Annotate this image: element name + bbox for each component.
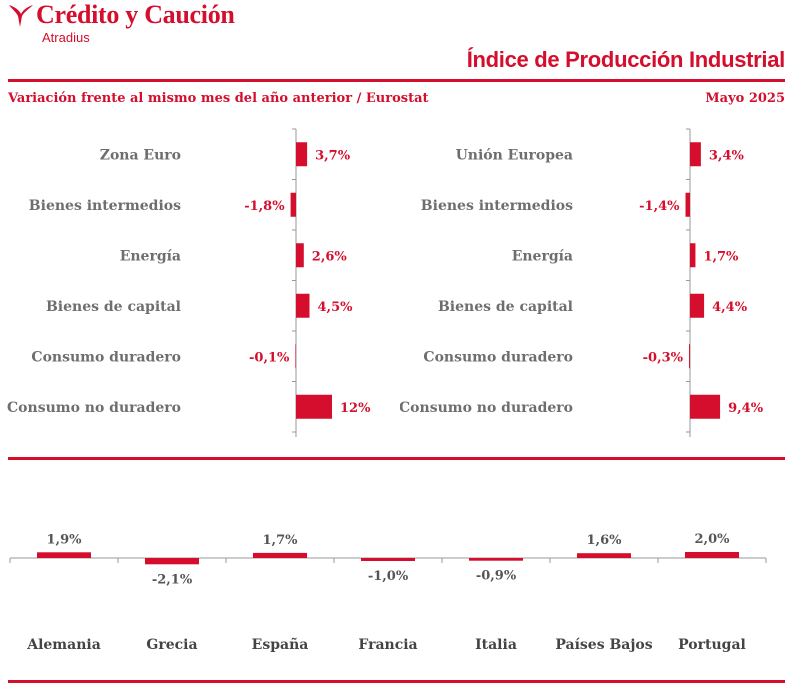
eu-bar [689, 344, 690, 369]
countries-bar [361, 558, 415, 561]
eu-chart-svg: Unión Europea 3,4% Bienes intermedios -1,4%… [400, 128, 764, 437]
eu-bar [690, 142, 701, 167]
eu-bar [690, 293, 705, 318]
countries-category-label: Alemania [26, 637, 101, 653]
bottom-divider [8, 680, 785, 683]
countries-value-label: 2,0% [695, 532, 731, 547]
countries-chart: 1,9% Alemania -2,1% Grecia 1,7% España -1,0% Fr… [0, 515, 808, 665]
countries-category-label: España [252, 636, 309, 653]
eu-value-label: 4,4% [712, 300, 748, 315]
eu-category-label: Consumo duradero [423, 349, 573, 365]
countries-category-label: Italia [475, 637, 517, 653]
countries-category-label: Grecia [146, 637, 197, 653]
eu-bar [685, 192, 690, 217]
eurozone-category-label: Energía [120, 248, 181, 264]
brand-subname: Atradius [42, 30, 90, 45]
eu-category-label: Unión Europea [456, 147, 573, 163]
countries-category-label: Países Bajos [555, 637, 652, 653]
eu-category-label: Consumo no duradero [400, 400, 573, 416]
countries-value-label: -1,0% [368, 569, 409, 584]
eurozone-value-label: -1,8% [244, 199, 285, 214]
eurozone-bar [290, 192, 296, 217]
eurozone-value-label: 12% [340, 401, 371, 416]
brand-name: Crédito y Caución [36, 0, 235, 29]
eurozone-chart-svg: Zona Euro 3,7% Bienes intermedios -1,8% Ener… [7, 128, 371, 437]
report-title: Índice de Producción Industrial [466, 47, 786, 72]
eu-value-label: -1,4% [639, 199, 680, 214]
chart-subtitle: Variación frente al mismo mes del año an… [8, 91, 429, 106]
eu-bar [690, 243, 696, 268]
eurozone-category-label: Bienes intermedios [29, 198, 181, 214]
middle-divider [8, 457, 785, 460]
countries-value-label: -0,9% [476, 569, 517, 584]
report-date: Mayo 2025 [705, 91, 785, 106]
eu-value-label: 9,4% [728, 401, 764, 416]
countries-chart-svg: 1,9% Alemania -2,1% Grecia 1,7% España -1,0% Fr… [9, 532, 767, 653]
countries-category-label: Francia [358, 637, 417, 653]
countries-bar [145, 558, 199, 565]
eu-bar [690, 394, 721, 419]
eu-value-label: -0,3% [643, 350, 684, 365]
eurozone-value-label: 2,6% [312, 249, 348, 264]
eurozone-bar [296, 293, 310, 318]
countries-value-label: 1,7% [263, 533, 299, 548]
eu-value-label: 3,4% [709, 148, 745, 163]
countries-bar [685, 552, 739, 558]
swallow-icon [9, 5, 33, 27]
eurozone-value-label: 4,5% [318, 300, 354, 315]
brand-logo: Crédito y Caución Atradius [8, 0, 308, 48]
countries-value-label: -2,1% [152, 572, 193, 587]
eurozone-category-label: Bienes de capital [46, 299, 181, 315]
eu-category-label: Bienes de capital [438, 299, 573, 315]
eurozone-value-label: 3,7% [315, 148, 351, 163]
eurozone-category-label: Zona Euro [100, 147, 181, 163]
eurozone-value-label: -0,1% [249, 350, 290, 365]
eurozone-bar [296, 394, 332, 419]
eu-value-label: 1,7% [703, 249, 739, 264]
countries-category-label: Portugal [678, 637, 746, 653]
eurozone-category-label: Consumo duradero [31, 349, 181, 365]
eurozone-chart: Zona Euro 3,7% Bienes intermedios -1,8% Ener… [0, 125, 400, 437]
countries-value-label: 1,9% [47, 532, 83, 547]
countries-bar [469, 558, 523, 561]
countries-bar [253, 552, 307, 558]
eu-category-label: Bienes intermedios [421, 198, 573, 214]
countries-value-label: 1,6% [587, 533, 623, 548]
eurozone-bar [295, 344, 296, 369]
top-divider [8, 79, 785, 82]
countries-bar [37, 552, 91, 558]
eurozone-category-label: Consumo no duradero [7, 400, 181, 416]
eu-category-label: Energía [512, 248, 573, 264]
countries-bar [577, 553, 631, 558]
eurozone-bar [296, 243, 304, 268]
eu-chart: Unión Europea 3,4% Bienes intermedios -1,4%… [400, 125, 800, 437]
eurozone-bar [296, 142, 308, 167]
